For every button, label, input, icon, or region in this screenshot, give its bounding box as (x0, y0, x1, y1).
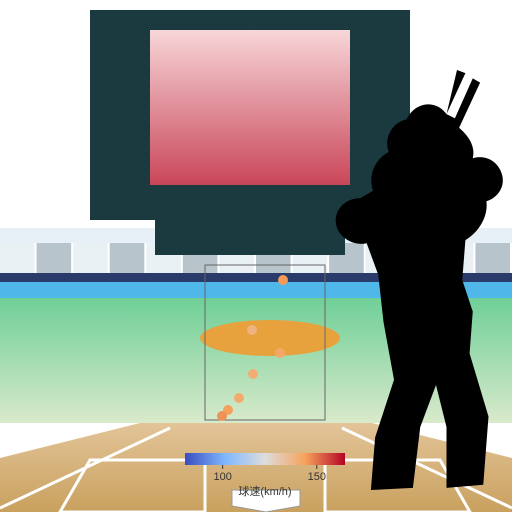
stands-segment (0, 243, 35, 273)
stands-segment (73, 243, 108, 273)
pitch-point (217, 411, 227, 421)
colorbar-tick-label: 100 (213, 471, 231, 483)
colorbar-tick-label: 150 (308, 471, 326, 483)
pitch-point (247, 325, 257, 335)
scoreboard-screen (150, 30, 350, 185)
pitch-point (278, 275, 288, 285)
scoreboard-base (155, 220, 345, 255)
pitch-chart: 100 150 球速(km/h) (0, 0, 512, 512)
stands-segment (110, 243, 145, 273)
stands-segment (37, 243, 72, 273)
pitch-point (248, 369, 258, 379)
colorbar (185, 453, 345, 465)
pitchers-mound (200, 320, 340, 356)
pitch-point (275, 348, 285, 358)
stands-segment (475, 243, 510, 273)
pitch-point (234, 393, 244, 403)
colorbar-label: 球速(km/h) (238, 484, 291, 498)
